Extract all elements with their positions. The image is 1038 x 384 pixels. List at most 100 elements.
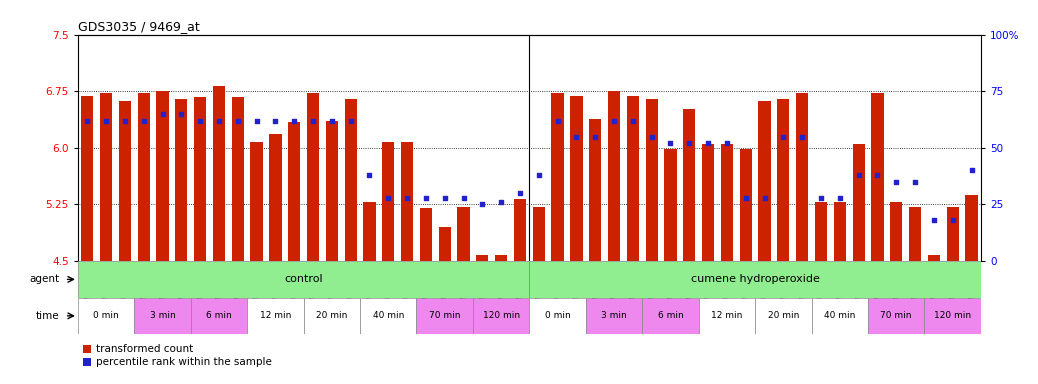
Point [831,195,848,201]
Bar [755,298,812,334]
Point [361,172,378,178]
Point [248,118,265,124]
Text: 3 min: 3 min [149,311,175,320]
Point [436,195,453,201]
Point [644,134,660,140]
Bar [812,298,868,334]
Bar [720,144,733,261]
Point [606,118,623,124]
Point [963,167,980,174]
Bar [231,97,244,261]
Bar [303,298,360,334]
Point [907,179,924,185]
Point [512,190,528,196]
Point [568,134,584,140]
Bar [419,208,432,261]
Point [135,118,152,124]
Bar [947,207,959,261]
Text: 0 min: 0 min [93,311,119,320]
Bar [643,298,699,334]
Bar [532,207,545,261]
Bar [326,121,338,261]
Bar [175,99,188,261]
Text: 6 min: 6 min [207,311,231,320]
Point [945,217,961,223]
Point [474,202,491,208]
Bar [269,134,281,261]
Bar [247,298,303,334]
Point [116,118,133,124]
Text: 70 min: 70 min [429,311,461,320]
Point [211,118,227,124]
Point [173,111,190,117]
Text: 12 min: 12 min [260,311,291,320]
Text: time: time [35,311,59,321]
Point [530,172,547,178]
Bar [157,91,168,261]
Point [229,118,246,124]
Bar [777,99,790,261]
Point [399,195,415,201]
Bar [416,298,473,334]
Bar [965,195,978,261]
Point [380,195,397,201]
Point [700,140,716,146]
Point [305,118,322,124]
Bar [796,93,809,261]
Bar [476,255,489,261]
Point [98,118,114,124]
Bar [213,86,225,261]
Bar [439,227,450,261]
Point [757,195,773,201]
Bar [646,99,658,261]
Text: 6 min: 6 min [658,311,683,320]
Point [155,111,171,117]
Bar [852,144,865,261]
Bar [138,93,149,261]
Text: 120 min: 120 min [934,311,972,320]
Point [192,118,209,124]
Bar [307,93,319,261]
Text: control: control [284,274,323,285]
Point [79,118,95,124]
Point [549,118,566,124]
Bar [100,93,112,261]
Point [625,118,641,124]
Text: 120 min: 120 min [483,311,520,320]
Bar [118,101,131,261]
Bar [495,255,508,261]
Bar [570,96,582,261]
Bar [473,298,529,334]
Bar [664,149,677,261]
Text: 40 min: 40 min [824,311,855,320]
Text: cumene hydroperoxide: cumene hydroperoxide [690,274,820,285]
Point [737,195,754,201]
Text: 40 min: 40 min [373,311,404,320]
Text: 20 min: 20 min [768,311,799,320]
Point [850,172,867,178]
Bar [925,298,981,334]
Bar [585,298,643,334]
Point [775,134,792,140]
Point [456,195,472,201]
Bar [250,142,263,261]
Bar [909,207,921,261]
Bar [834,202,846,261]
Bar [891,202,902,261]
Legend: transformed count, percentile rank within the sample: transformed count, percentile rank withi… [83,344,271,367]
Point [267,118,283,124]
Text: 3 min: 3 min [601,311,627,320]
Bar [871,93,883,261]
Text: GDS3035 / 9469_at: GDS3035 / 9469_at [78,20,199,33]
Point [324,118,340,124]
Bar [194,97,207,261]
Bar [191,298,247,334]
Point [926,217,943,223]
Point [887,179,904,185]
Bar [458,207,469,261]
Point [794,134,811,140]
Bar [702,144,714,261]
Text: 70 min: 70 min [880,311,912,320]
Bar [740,149,752,261]
Text: 0 min: 0 min [545,311,571,320]
